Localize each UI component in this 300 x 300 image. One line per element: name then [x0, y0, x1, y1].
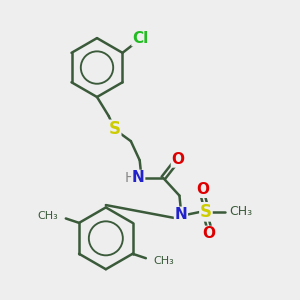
Text: S: S [109, 120, 121, 138]
Text: CH₃: CH₃ [230, 205, 253, 218]
Text: O: O [202, 226, 215, 242]
Text: S: S [200, 203, 212, 221]
Text: O: O [172, 152, 184, 167]
Text: Cl: Cl [132, 31, 148, 46]
Text: CH₃: CH₃ [153, 256, 174, 266]
Text: H: H [124, 171, 135, 185]
Text: N: N [132, 170, 145, 185]
Text: O: O [196, 182, 209, 197]
Text: N: N [175, 207, 187, 222]
Text: CH₃: CH₃ [38, 211, 58, 220]
